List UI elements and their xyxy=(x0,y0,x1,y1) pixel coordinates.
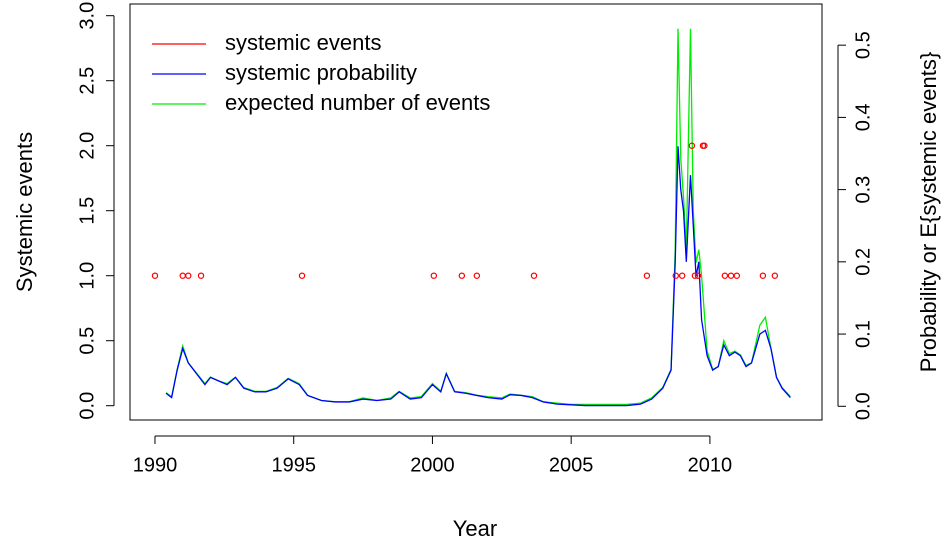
y-tick-label: 1.0 xyxy=(76,262,98,290)
x-tick-label: 1995 xyxy=(271,454,316,476)
event-point xyxy=(678,272,686,279)
event-point xyxy=(473,272,481,279)
y2-tick-label: 0.1 xyxy=(852,320,874,348)
event-point xyxy=(727,272,735,279)
x-tick-label: 2005 xyxy=(549,454,594,476)
y-tick-label: 1.5 xyxy=(76,197,98,225)
event-point xyxy=(733,272,741,279)
event-point xyxy=(643,272,651,279)
event-point xyxy=(759,272,767,279)
x-axis-title: Year xyxy=(453,516,497,541)
y-tick-label: 0.5 xyxy=(76,327,98,355)
y2-axis-title: Probability or E{systemic events} xyxy=(916,52,941,372)
event-point xyxy=(771,272,779,279)
series-line xyxy=(165,28,791,406)
event-point xyxy=(672,272,679,279)
y-axis-title: Systemic events xyxy=(12,132,37,292)
event-point xyxy=(458,272,466,279)
event-point xyxy=(430,272,438,279)
event-point xyxy=(185,272,192,279)
y-tick-label: 3.0 xyxy=(76,2,98,30)
y-tick-label: 2.0 xyxy=(76,132,98,160)
event-point xyxy=(179,272,186,279)
event-point xyxy=(721,272,729,279)
y2-tick-label: 0.0 xyxy=(852,392,874,420)
event-point xyxy=(197,272,205,279)
event-point xyxy=(691,272,699,279)
y2-tick-label: 0.4 xyxy=(852,103,874,131)
y2-tick-label: 0.2 xyxy=(852,248,874,276)
series-line xyxy=(165,146,791,407)
event-point xyxy=(530,272,538,279)
legend-label: systemic events xyxy=(225,30,382,55)
plot-box xyxy=(129,3,823,421)
y-tick-label: 0.0 xyxy=(76,392,98,420)
x-tick-label: 1990 xyxy=(133,454,178,476)
y2-tick-label: 0.5 xyxy=(852,31,874,59)
x-tick-label: 2000 xyxy=(410,454,455,476)
legend-label: systemic probability xyxy=(225,60,417,85)
event-point xyxy=(151,272,159,279)
event-point xyxy=(701,142,708,149)
y2-tick-label: 0.3 xyxy=(852,176,874,204)
event-point xyxy=(694,272,702,279)
event-point xyxy=(298,272,306,279)
legend-label: expected number of events xyxy=(225,90,490,115)
event-point xyxy=(688,142,696,149)
y-tick-label: 2.5 xyxy=(76,67,98,95)
x-tick-label: 2010 xyxy=(688,454,733,476)
